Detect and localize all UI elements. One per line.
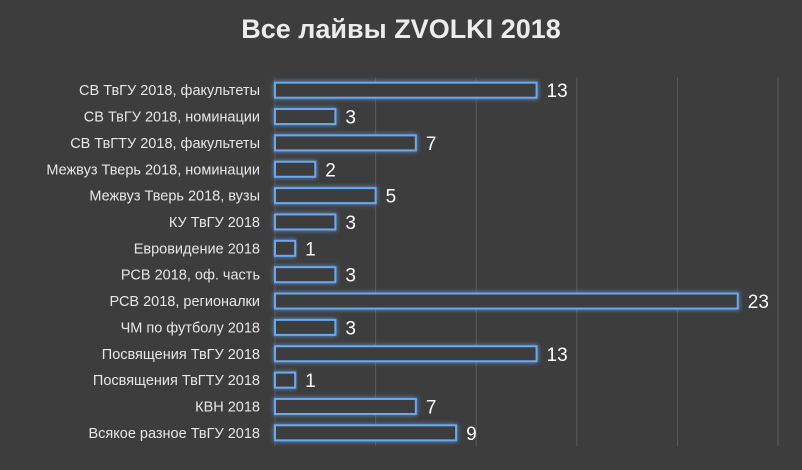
value-label: 13 bbox=[547, 345, 568, 366]
bar bbox=[274, 318, 337, 336]
category-label: СВ ТвГУ 2018, факультеты bbox=[79, 83, 260, 99]
bar bbox=[274, 160, 317, 178]
bar bbox=[274, 134, 417, 152]
value-label: 13 bbox=[547, 81, 568, 102]
category-label: СВ ТвГТУ 2018, факультеты bbox=[70, 136, 260, 152]
chart-title: Все лайвы ZVOLKI 2018 bbox=[241, 14, 561, 44]
category-label: Евровидение 2018 bbox=[134, 241, 260, 257]
value-label: 7 bbox=[426, 134, 437, 155]
value-label: 3 bbox=[345, 108, 356, 129]
category-label: СВ ТвГУ 2018, номинации bbox=[84, 110, 260, 126]
value-label: 2 bbox=[325, 160, 336, 181]
category-label: КВН 2018 bbox=[195, 399, 260, 415]
category-label: РСВ 2018, регионалки bbox=[109, 294, 260, 310]
category-label: Межвуз Тверь 2018, номинации bbox=[46, 162, 260, 178]
bar bbox=[274, 397, 417, 415]
bar bbox=[274, 424, 458, 442]
bar bbox=[274, 266, 337, 284]
bar bbox=[274, 108, 337, 126]
category-label: Посвящения ТвГУ 2018 bbox=[102, 347, 260, 363]
value-label: 1 bbox=[305, 371, 316, 392]
bar bbox=[274, 345, 538, 363]
category-labels: СВ ТвГУ 2018, факультеты СВ ТвГУ 2018, но… bbox=[46, 83, 260, 442]
value-label: 9 bbox=[466, 424, 477, 445]
value-label: 3 bbox=[345, 213, 356, 234]
value-label: 3 bbox=[345, 266, 356, 287]
value-label: 7 bbox=[426, 397, 437, 418]
category-label: ЧМ по футболу 2018 bbox=[121, 320, 260, 336]
bar bbox=[274, 213, 337, 231]
bar bbox=[274, 371, 297, 389]
bar bbox=[274, 81, 538, 99]
category-label: Посвящения ТвГТУ 2018 bbox=[93, 373, 260, 389]
grid-lines bbox=[274, 77, 779, 446]
value-label: 3 bbox=[345, 318, 356, 339]
value-label: 5 bbox=[386, 187, 397, 208]
bar bbox=[274, 187, 377, 205]
category-label: КУ ТвГУ 2018 bbox=[169, 215, 260, 231]
category-label: Всякое разное ТвГУ 2018 bbox=[89, 426, 261, 442]
category-label: РСВ 2018, оф. часть bbox=[121, 268, 260, 284]
bar bbox=[274, 292, 739, 310]
bars bbox=[274, 81, 739, 442]
category-label: Межвуз Тверь 2018, вузы bbox=[89, 189, 260, 205]
value-label: 1 bbox=[305, 239, 316, 260]
bar bbox=[274, 239, 297, 257]
value-label: 23 bbox=[748, 292, 769, 313]
